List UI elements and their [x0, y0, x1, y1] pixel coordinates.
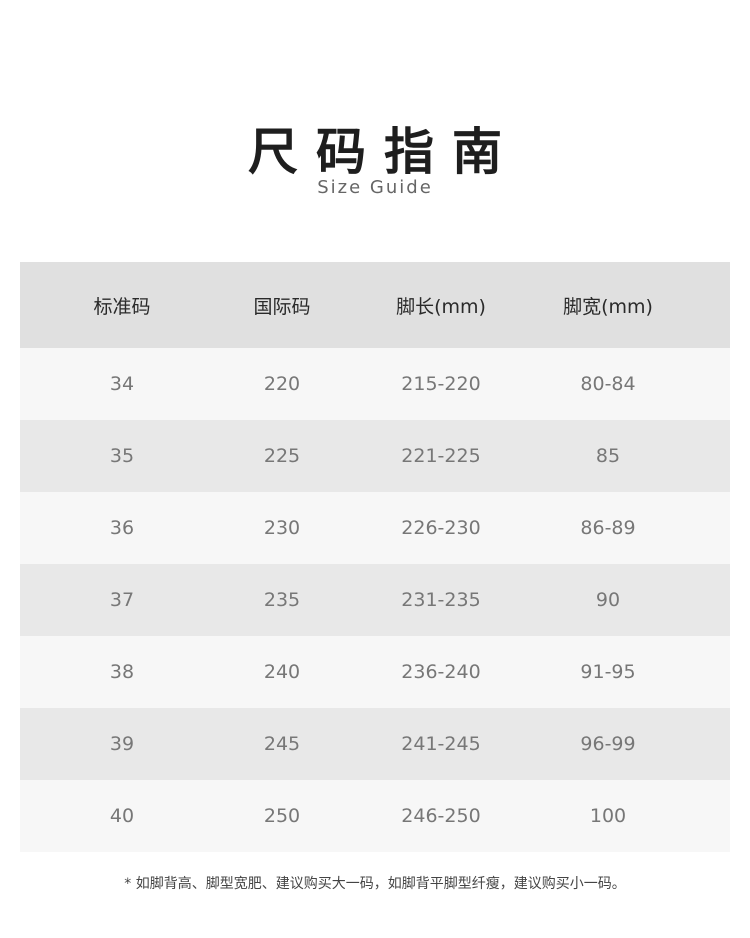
cell-foot-length: 226-230 — [401, 517, 481, 539]
cell-foot-width: 96-99 — [580, 733, 636, 755]
header-foot-width: 脚宽(mm) — [563, 295, 653, 318]
cell-standard-size: 36 — [109, 517, 135, 539]
cell-foot-width: 90 — [595, 589, 621, 611]
table-row: 34 220 215-220 80-84 — [20, 348, 730, 420]
header-foot-length: 脚长(mm) — [396, 295, 486, 318]
table-row: 35 225 221-225 85 — [20, 420, 730, 492]
cell-foot-length: 236-240 — [401, 661, 481, 683]
cell-international-size: 250 — [263, 805, 301, 827]
page-subtitle: Size Guide — [317, 177, 433, 198]
table-row: 37 235 231-235 90 — [20, 564, 730, 636]
table-header: 标准码 国际码 脚长(mm) 脚宽(mm) — [20, 262, 730, 348]
cell-foot-length: 221-225 — [401, 445, 481, 467]
page-title: 尺码指南 — [248, 123, 520, 181]
cell-foot-width: 100 — [589, 805, 627, 827]
cell-foot-width: 80-84 — [580, 373, 636, 395]
cell-foot-width: 85 — [595, 445, 621, 467]
table-row: 38 240 236-240 91-95 — [20, 636, 730, 708]
cell-standard-size: 35 — [109, 445, 135, 467]
cell-foot-length: 246-250 — [401, 805, 481, 827]
cell-international-size: 245 — [263, 733, 301, 755]
cell-foot-width: 91-95 — [580, 661, 636, 683]
header-standard-size: 标准码 — [93, 295, 151, 318]
cell-standard-size: 34 — [109, 373, 135, 395]
cell-foot-length: 231-235 — [401, 589, 481, 611]
cell-international-size: 230 — [263, 517, 301, 539]
table-row: 40 250 246-250 100 — [20, 780, 730, 852]
cell-international-size: 220 — [263, 373, 301, 395]
cell-foot-width: 86-89 — [580, 517, 636, 539]
cell-international-size: 240 — [263, 661, 301, 683]
size-table: 标准码 国际码 脚长(mm) 脚宽(mm) 34 220 215-220 80-84 3… — [20, 262, 730, 852]
cell-international-size: 225 — [263, 445, 301, 467]
cell-foot-length: 241-245 — [401, 733, 481, 755]
cell-foot-length: 215-220 — [401, 373, 481, 395]
cell-international-size: 235 — [263, 589, 301, 611]
table-row: 39 245 241-245 96-99 — [20, 708, 730, 780]
cell-standard-size: 37 — [109, 589, 135, 611]
cell-standard-size: 39 — [109, 733, 135, 755]
size-note: * 如脚背高、脚型宽肥、建议购买大一码，如脚背平脚型纤瘦，建议购买小一码。 — [124, 876, 626, 892]
cell-standard-size: 38 — [109, 661, 135, 683]
table-row: 36 230 226-230 86-89 — [20, 492, 730, 564]
header-international-size: 国际码 — [253, 295, 311, 318]
cell-standard-size: 40 — [109, 805, 135, 827]
